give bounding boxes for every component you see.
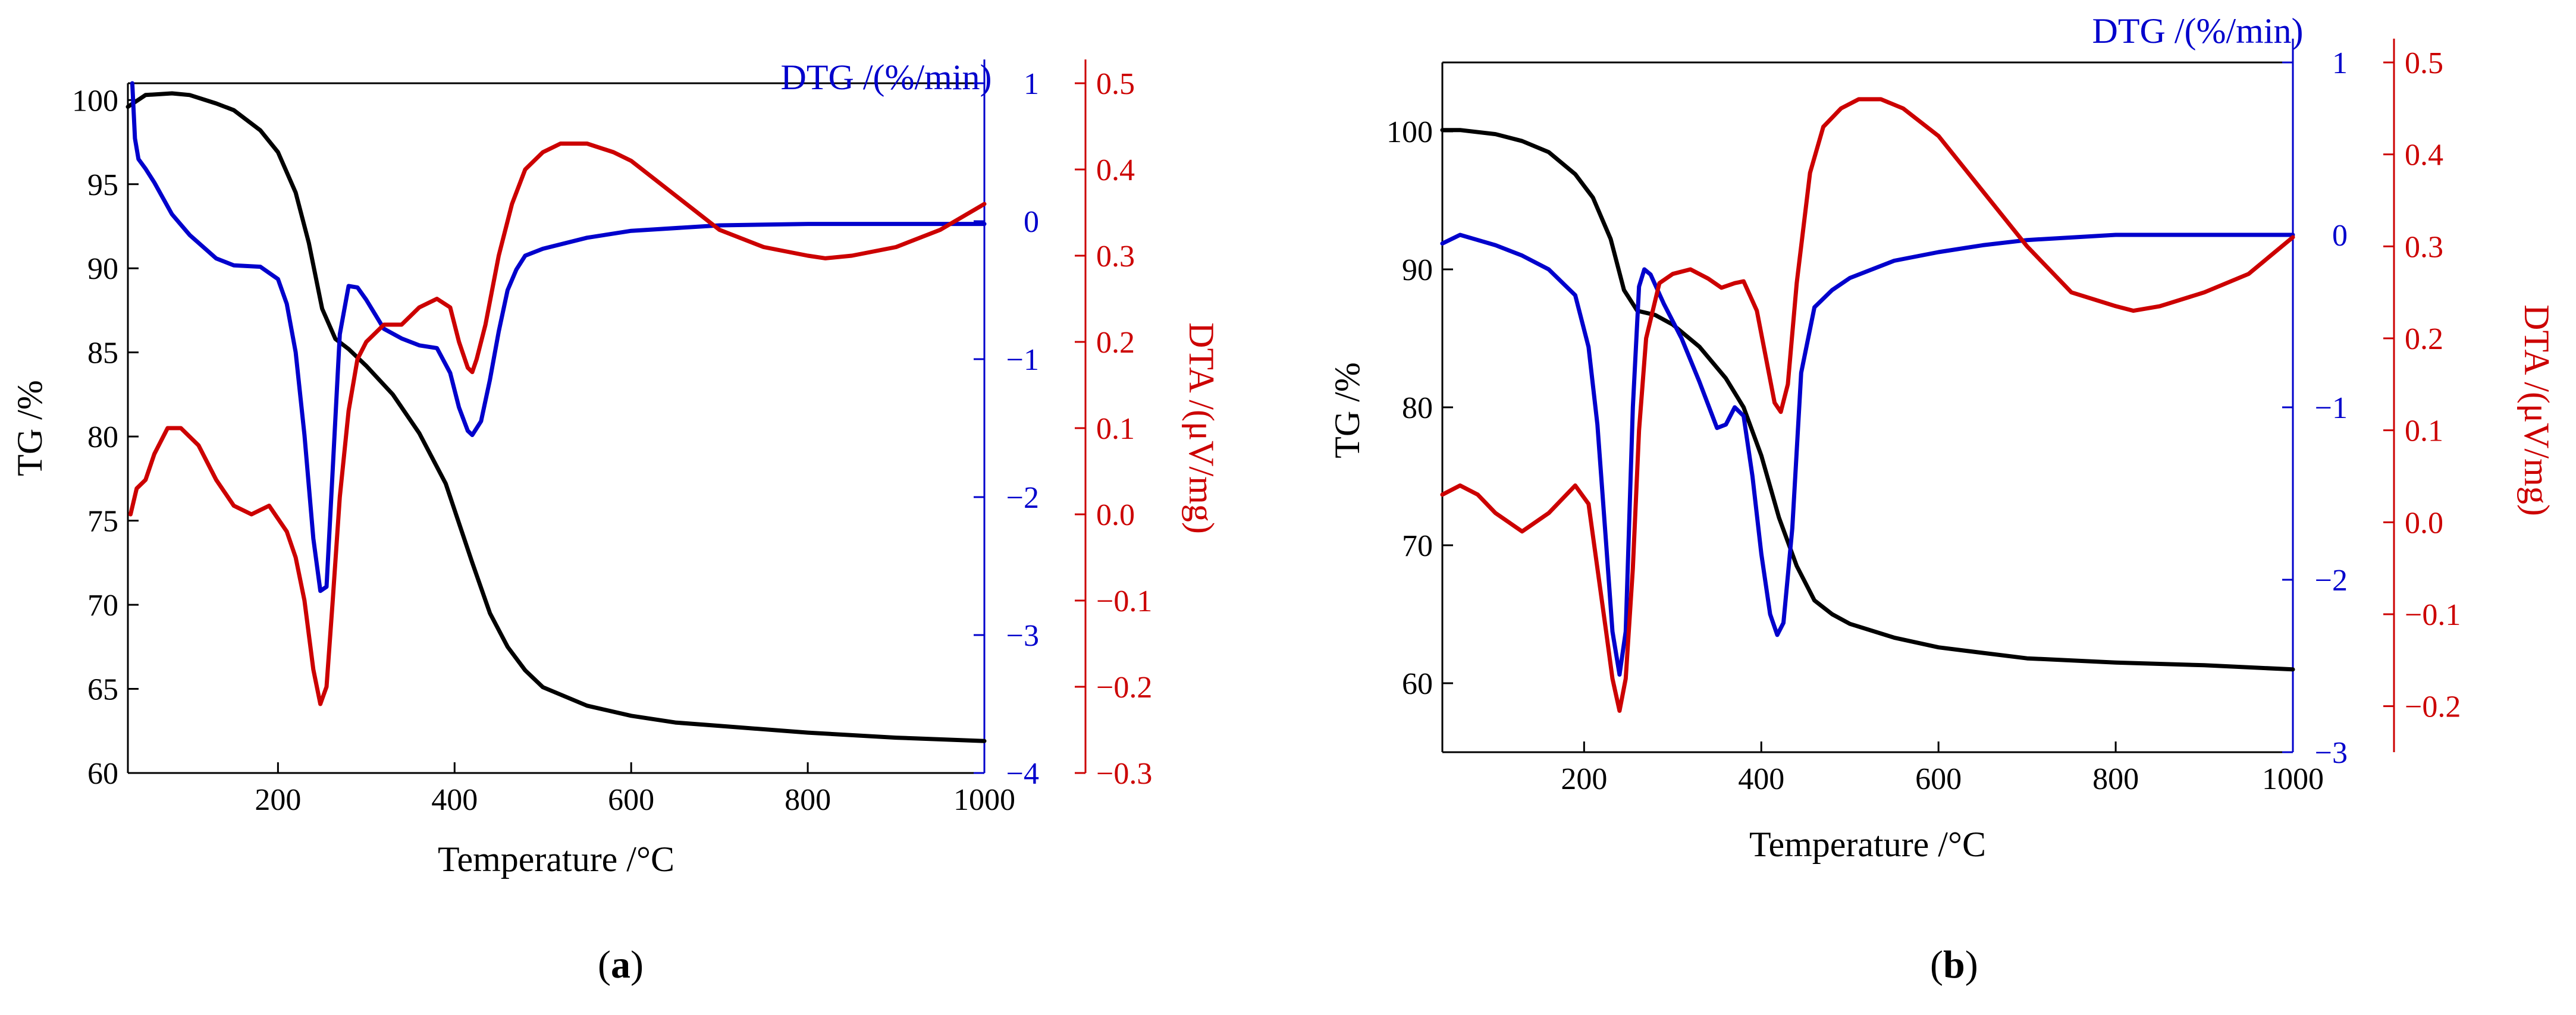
x-tick-label: 1000	[953, 783, 1015, 817]
panel-a-label-open: (	[598, 943, 611, 986]
dtg-axis-label: DTG /(%/min)	[2092, 11, 2304, 51]
tg-tick-label: 100	[72, 84, 118, 118]
x-tick-label: 400	[431, 783, 478, 817]
dta-tick-label: 0.0	[2405, 506, 2443, 540]
dta-tick-label: 0.1	[1096, 412, 1135, 446]
panel-b-label-letter: b	[1943, 943, 1965, 986]
dta-tick-label: 0.2	[1096, 326, 1135, 360]
dta-tick-label: 0.1	[2405, 414, 2443, 448]
x-tick-label: 600	[1915, 762, 1962, 796]
panel-a-label: (a)	[598, 942, 644, 988]
dtg-tick-label: −3	[1006, 619, 1039, 653]
x-tick-label: 800	[2092, 762, 2139, 796]
dta-tick-label: −0.1	[1096, 585, 1152, 618]
dtg-axis-label: DTG /(%/min)	[781, 58, 992, 97]
dta-tick-label: 0.0	[1096, 498, 1135, 532]
dta-axis-label: DTA /(μV/mg)	[1182, 322, 1221, 534]
tg-tick-label: 95	[87, 168, 118, 202]
dta-tick-label: 0.4	[2405, 139, 2443, 172]
dtg-tick-label: −2	[2315, 564, 2348, 598]
dtg-tick-label: 0	[2332, 219, 2348, 253]
x-tick-label: 400	[1738, 762, 1784, 796]
dta-tick-label: 0.2	[2405, 322, 2443, 356]
tg-axis-label: TG /%	[10, 380, 49, 476]
x-tick-label: 1000	[2262, 762, 2324, 796]
dta-tick-label: −0.1	[2405, 598, 2461, 632]
tg-tick-label: 75	[87, 505, 118, 539]
dtg-tick-label: 1	[2332, 46, 2348, 80]
tg-tick-label: 60	[87, 757, 118, 791]
dta-tick-label: −0.2	[2405, 690, 2461, 724]
tg-tick-label: 90	[1402, 253, 1433, 287]
dta-axis-label: DTA /(μV/mg)	[2517, 304, 2556, 516]
tg-tick-label: 90	[87, 252, 118, 286]
dtg-tick-label: 0	[1024, 205, 1039, 239]
dtg-tick-label: −1	[1006, 343, 1039, 377]
x-axis-label: Temperature /°C	[1749, 825, 1986, 864]
x-axis-label: Temperature /°C	[438, 840, 674, 879]
series-line-tg	[1440, 128, 2295, 672]
dta-tick-label: 0.4	[1096, 153, 1135, 187]
dtg-tick-label: −3	[2315, 736, 2348, 770]
dtg-tick-label: −2	[1006, 481, 1039, 515]
tg-tick-label: 85	[87, 337, 118, 370]
series-line-dta	[128, 142, 987, 706]
panel-a-label-letter: a	[610, 943, 630, 986]
x-tick-label: 200	[255, 783, 301, 817]
x-tick-label: 200	[1561, 762, 1607, 796]
dta-tick-label: 0.5	[2405, 46, 2443, 80]
dtg-tick-label: −4	[1006, 757, 1039, 791]
tg-tick-label: 80	[87, 420, 118, 454]
tg-tick-label: 65	[87, 673, 118, 707]
x-tick-label: 600	[608, 783, 654, 817]
panel-b-label-open: (	[1930, 943, 1943, 986]
panel-a-label-close: )	[630, 943, 644, 986]
tg-tick-label: 80	[1402, 391, 1433, 425]
tg-tick-label: 70	[1402, 529, 1433, 563]
dtg-tick-label: 1	[1024, 67, 1039, 101]
dta-tick-label: 0.3	[2405, 230, 2443, 264]
dtg-tick-label: −1	[2315, 391, 2348, 425]
x-tick-label: 800	[785, 783, 831, 817]
dta-tick-label: 0.3	[1096, 240, 1135, 274]
tg-axis-label: TG /%	[1328, 362, 1367, 458]
panel-b: 200 400 600 800 1000 60 70 80 90 100 −3 −2 −1 0 1 −0.2 −…	[1328, 11, 2556, 864]
tg-tick-label: 100	[1386, 115, 1433, 149]
series-line-dtg	[130, 81, 987, 593]
panel-a: 200 400 600 800 1000 60 65 70 75 80 85 90 95 100 −4 −3 −…	[10, 58, 1221, 879]
tg-tick-label: 70	[87, 589, 118, 623]
panel-b-label: (b)	[1930, 942, 1978, 988]
series-line-dtg	[1440, 232, 2295, 677]
dta-tick-label: −0.2	[1096, 671, 1152, 705]
dta-tick-label: −0.3	[1096, 757, 1152, 791]
tg-tick-label: 60	[1402, 667, 1433, 701]
panel-b-label-close: )	[1965, 943, 1978, 986]
series-line-tg	[125, 91, 987, 743]
series-line-dta	[1440, 97, 2295, 713]
dta-tick-label: 0.5	[1096, 67, 1135, 101]
